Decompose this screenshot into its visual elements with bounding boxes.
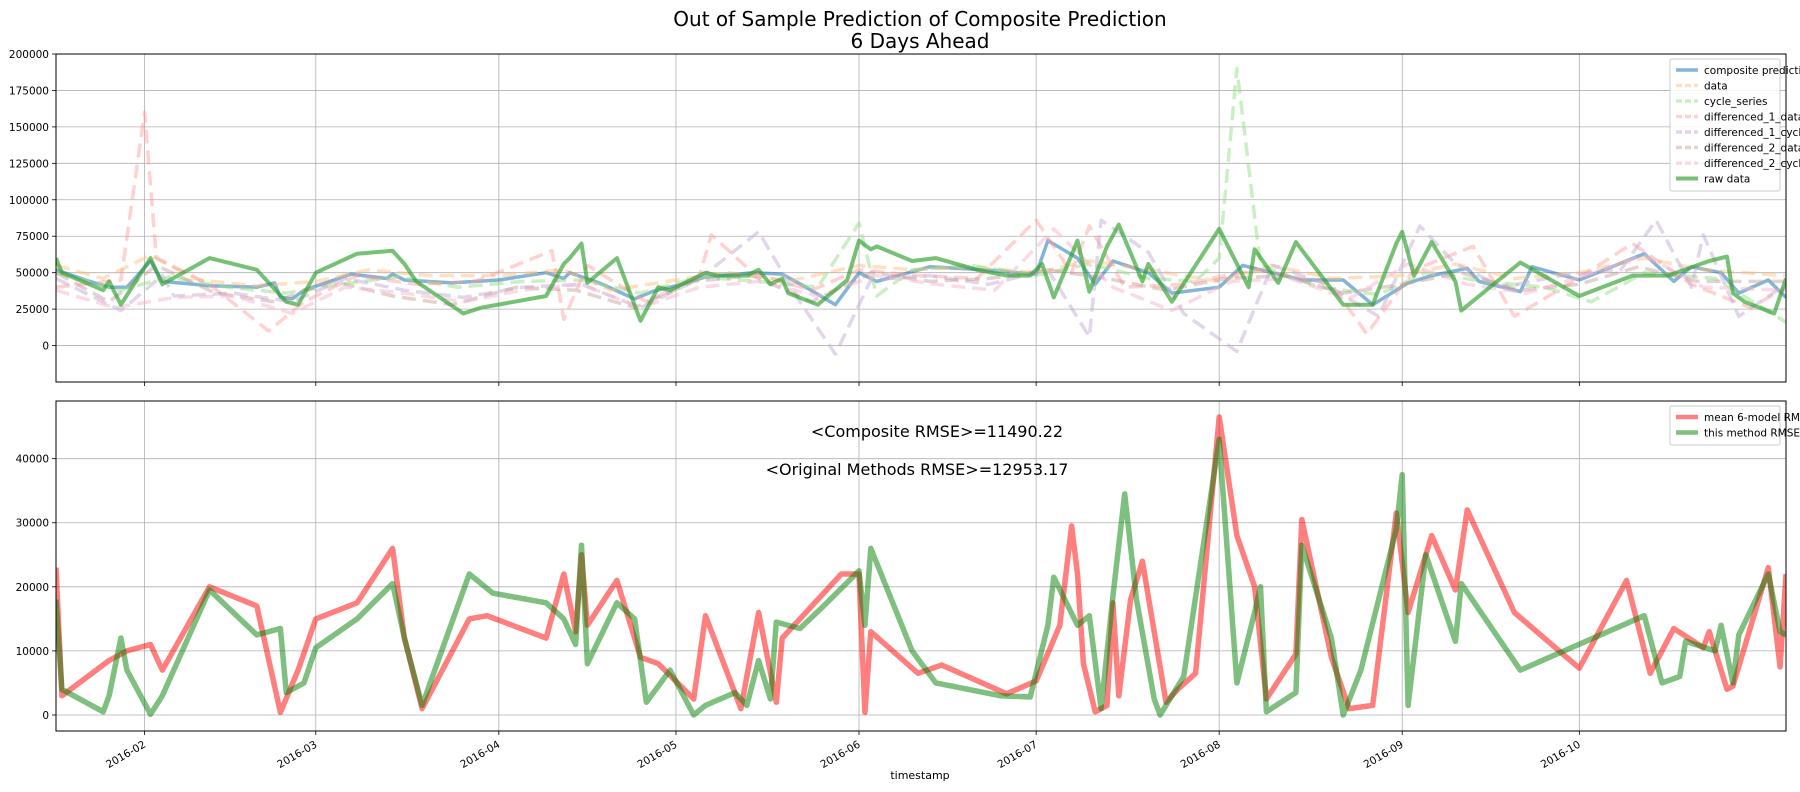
x-tick-label: 2016-02 [104, 739, 148, 771]
y-tick-label: 20000 [16, 582, 49, 594]
legend-label: differenced_2_cycle [1704, 158, 1800, 170]
series-line-differenced-2-data [56, 263, 1786, 310]
y-tick-label: 0 [42, 341, 49, 353]
x-tick-label: 2016-10 [1539, 739, 1583, 771]
series-line-cycle-series [56, 66, 1786, 324]
x-tick-label: 2016-08 [1179, 739, 1223, 771]
y-tick-label: 200000 [9, 49, 49, 61]
top-panel: 200000 175000 150000 125000 100000 75000 50000… [9, 49, 1800, 386]
composite-rmse-annotation: <Composite RMSE>=11490.22 [811, 422, 1063, 441]
y-tick-label: 175000 [9, 85, 49, 97]
chart-title-line1: Out of Sample Prediction of Composite Pr… [673, 7, 1166, 31]
series-line-differenced-1-data [56, 110, 1786, 336]
x-tick-label: 2016-07 [996, 739, 1040, 771]
series-line-data [56, 253, 1786, 292]
legend-label: differenced_1_cycle [1704, 127, 1800, 139]
y-tick-label: 75000 [16, 231, 49, 243]
legend-box [1669, 58, 1781, 192]
legend-label: differenced_1_data [1704, 112, 1800, 124]
x-tick-label: 2016-05 [635, 739, 679, 771]
y-tick-label: 40000 [16, 454, 49, 466]
y-tick-label: 10000 [16, 646, 49, 658]
y-tick-label: 150000 [9, 122, 49, 134]
legend-label: data [1704, 81, 1728, 93]
chart-title-line2: 6 Days Ahead [851, 29, 990, 53]
x-axis-label: timestamp [890, 769, 949, 782]
x-tick-label: 2016-06 [819, 739, 863, 771]
original-rmse-annotation: <Original Methods RMSE>=12953.17 [766, 460, 1069, 479]
legend-label: raw data [1704, 174, 1750, 186]
y-tick-label: 50000 [16, 268, 49, 280]
x-tick-label: 2016-03 [275, 739, 319, 771]
plot-frame [55, 400, 1787, 732]
y-tick-label: 0 [42, 710, 49, 722]
series-line-raw-data [56, 222, 1786, 323]
series-group [56, 66, 1786, 357]
x-tick-label: 2016-04 [458, 739, 502, 771]
legend-label: differenced_2_data [1704, 143, 1800, 155]
plot-frame [55, 53, 1787, 383]
legend-label: mean 6-model RMSE [1704, 412, 1800, 424]
bottom-panel: 2016-02 2016-03 2016-04 2016-05 2016-06 2016-… [16, 400, 1800, 771]
x-tick-label: 2016-09 [1362, 739, 1406, 771]
y-tick-label: 25000 [16, 304, 49, 316]
y-tick-label: 30000 [16, 518, 49, 530]
y-tick-label: 100000 [9, 195, 49, 207]
legend-label: cycle_series [1704, 96, 1767, 108]
legend: composite prediction data cycle_seriesdiff… [1669, 58, 1800, 192]
legend-label: composite prediction [1704, 65, 1800, 77]
legend: mean 6-model RMSE this method RMSE [1669, 405, 1800, 446]
y-tick-label: 125000 [9, 158, 49, 170]
legend-label: this method RMSE [1704, 428, 1800, 440]
series-line-this-method-rmse [56, 436, 1786, 718]
series-group [56, 414, 1786, 718]
